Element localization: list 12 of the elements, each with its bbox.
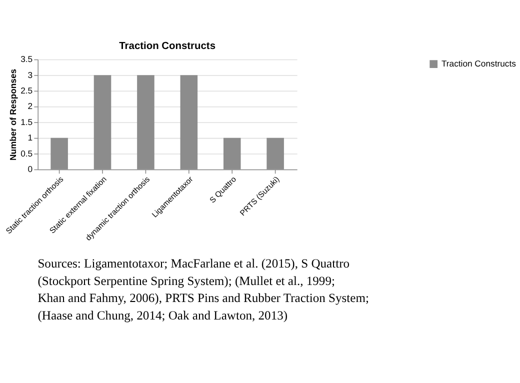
y-tick-label: 2.5 bbox=[20, 86, 33, 96]
y-tick-label: 1.5 bbox=[20, 116, 33, 127]
y-axis-title: Number of Responses bbox=[8, 68, 18, 161]
chart-title: Traction Constructs bbox=[119, 41, 216, 52]
y-tick-label: 0.5 bbox=[20, 148, 33, 158]
y-tick-label: 3 bbox=[28, 70, 33, 80]
y-tick-label: 1 bbox=[28, 132, 33, 143]
y-tick-label: 0 bbox=[28, 164, 33, 174]
legend-label: Traction Constructs bbox=[441, 58, 516, 68]
y-tick-label: 2 bbox=[28, 101, 33, 112]
source-note: Sources: Ligamentotaxor; MacFarlane et al. (2015), S Quattro (Stockport Serpentine Spring System); (Mullet et al., 1999; Khan and Fahmy, 2006), PRTS Pins and Rubber Traction System; (Haase and Chung, 2014; Oak and Lawton, 2013) bbox=[38, 256, 369, 322]
y-tick-label: 3.5 bbox=[20, 54, 33, 64]
